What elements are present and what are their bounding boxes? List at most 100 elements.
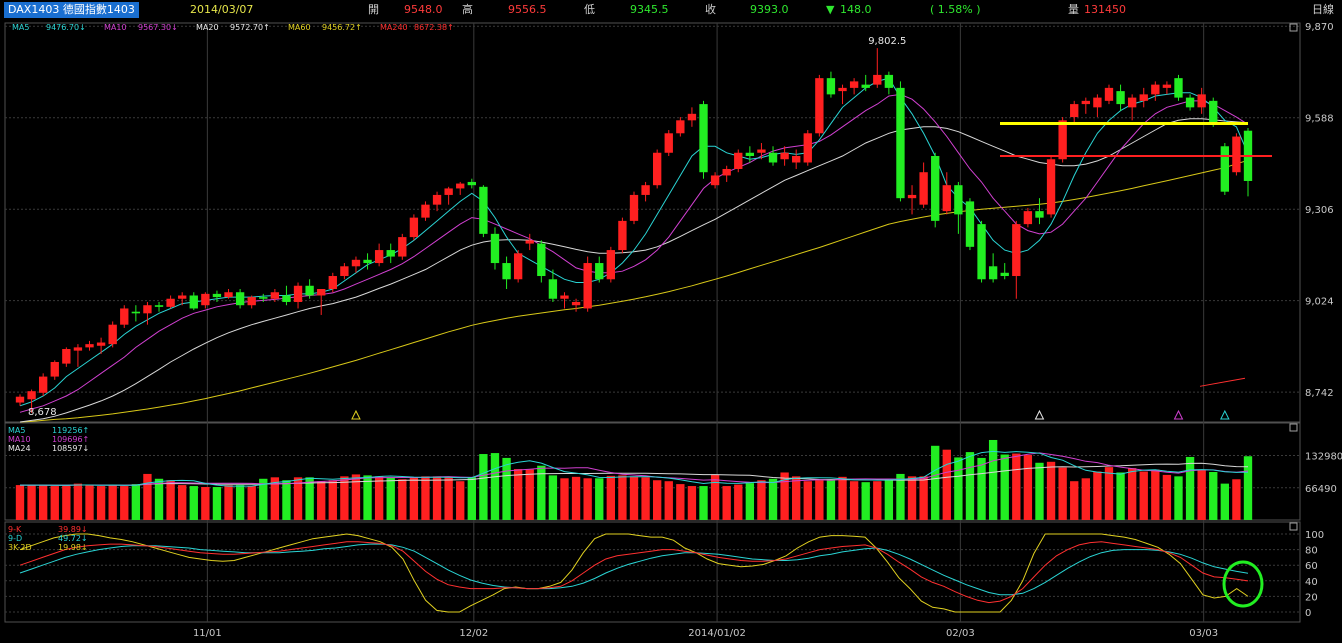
volume-bar — [1046, 461, 1056, 520]
volume-bar — [560, 478, 569, 520]
candle-body — [896, 87, 905, 199]
candle-body — [629, 194, 639, 221]
chart-canvas[interactable]: 11/01 12/02 2014/01/02 02/03 03/03 9,870 9,588… — [0, 20, 1342, 643]
kd-legend-name: 9-K — [8, 525, 22, 534]
volume-legend-name: MA10 — [8, 435, 31, 444]
kd-3k2d-line — [19, 533, 1249, 613]
candle-body — [1081, 100, 1090, 105]
price-tick-label: 9,588 — [1305, 114, 1334, 125]
kd-tick-label: 0 — [1305, 608, 1311, 619]
kd-d-line — [19, 543, 1249, 596]
volume-bar — [745, 483, 755, 520]
volume-bar — [1232, 479, 1241, 520]
volume-bar — [317, 481, 326, 520]
volume-bar — [1023, 455, 1033, 520]
candle-body — [780, 152, 789, 160]
volume-bar — [374, 476, 384, 520]
candle-body — [1023, 211, 1033, 225]
volume-bar — [606, 475, 616, 520]
volume-bar — [502, 457, 511, 520]
candle-body — [212, 293, 222, 298]
volume-bar — [884, 478, 894, 520]
candle-body — [479, 186, 488, 234]
candle-body — [1104, 87, 1114, 101]
candle-body — [606, 250, 616, 280]
volume-bar — [1174, 476, 1183, 520]
candle-body — [154, 305, 164, 307]
price-legend-name: MA10 — [104, 23, 127, 32]
candle-body — [374, 250, 384, 264]
volume-bar — [178, 485, 187, 520]
candle-body — [1174, 78, 1183, 98]
volume-bar — [328, 480, 337, 520]
volume-bar — [1139, 471, 1148, 520]
volume-legend-name: MA24 — [8, 444, 31, 453]
volume-bar — [131, 484, 141, 520]
volume-bar — [1151, 469, 1160, 520]
volume-bar — [490, 453, 500, 520]
volume-bar — [259, 478, 268, 520]
candle-body — [143, 305, 152, 314]
volume-bar — [977, 457, 986, 520]
candle-body — [931, 156, 940, 221]
volume-bar — [1162, 474, 1172, 520]
high-value: 9556.5 — [508, 3, 547, 16]
candle-body — [1046, 159, 1056, 215]
volume-bar — [768, 478, 778, 520]
volume-bar — [386, 477, 395, 520]
price-tick-label: 9,024 — [1305, 297, 1334, 308]
volume-label: 量 — [1068, 3, 1079, 16]
candle-body — [1185, 97, 1195, 108]
x-tick-label: 12/02 — [459, 628, 488, 639]
volume-legend-value: 109696↑ — [52, 435, 89, 444]
candle-body — [1197, 94, 1206, 108]
period-label[interactable]: 日線 — [1312, 3, 1334, 16]
volume-bar — [652, 480, 662, 520]
volume-bar — [1104, 467, 1114, 520]
volume-bar — [154, 478, 164, 520]
candle-body — [456, 183, 465, 189]
candle-body — [583, 263, 592, 309]
signal-triangle-icon — [1173, 409, 1184, 420]
volume-bar — [1220, 483, 1230, 520]
volume-ma24-line — [20, 462, 1249, 486]
candle-body — [513, 253, 523, 280]
high-annotation: 9,802.5 — [868, 36, 906, 47]
volume-bar — [247, 486, 256, 520]
kd-tick-label: 100 — [1305, 530, 1324, 541]
candle-body — [363, 259, 372, 264]
candle-body — [977, 224, 986, 280]
open-label: 開 — [368, 3, 379, 16]
candle-body — [120, 308, 129, 325]
volume-bar — [444, 477, 453, 520]
candle-body — [1035, 211, 1044, 218]
candle-body — [467, 181, 476, 186]
candle-body — [734, 152, 743, 169]
candle-body — [27, 391, 36, 400]
price-legend-name: MA60 — [288, 23, 311, 32]
kd-tick-label: 40 — [1305, 577, 1318, 588]
symbol-badge[interactable]: DAX1403 德國指數1403 — [4, 2, 139, 18]
candle-body — [907, 194, 917, 199]
volume-bar — [432, 476, 442, 520]
candle-body — [988, 266, 998, 280]
kd-k-line — [19, 541, 1249, 604]
open-value: 9548.0 — [404, 3, 443, 16]
volume-panel-close-icon — [1289, 423, 1298, 432]
candle-body — [444, 188, 453, 195]
candle-body — [502, 263, 511, 280]
volume-bar — [618, 475, 627, 520]
volume-ma10-line — [20, 452, 1249, 486]
volume-bar — [15, 485, 25, 520]
quote-header: DAX1403 德國指數1403 2014/03/07 開 9548.0 高 9… — [0, 0, 1342, 20]
volume-bar — [166, 480, 175, 520]
volume-ma5-line — [20, 450, 1249, 487]
volume-bar — [849, 481, 859, 520]
volume-bar — [305, 477, 314, 520]
candle-body — [432, 194, 442, 205]
volume-bar — [235, 485, 245, 520]
volume-bar — [676, 484, 685, 520]
volume-bar — [421, 476, 430, 520]
candle-body — [108, 324, 117, 345]
price-panel-frame — [4, 22, 1301, 423]
